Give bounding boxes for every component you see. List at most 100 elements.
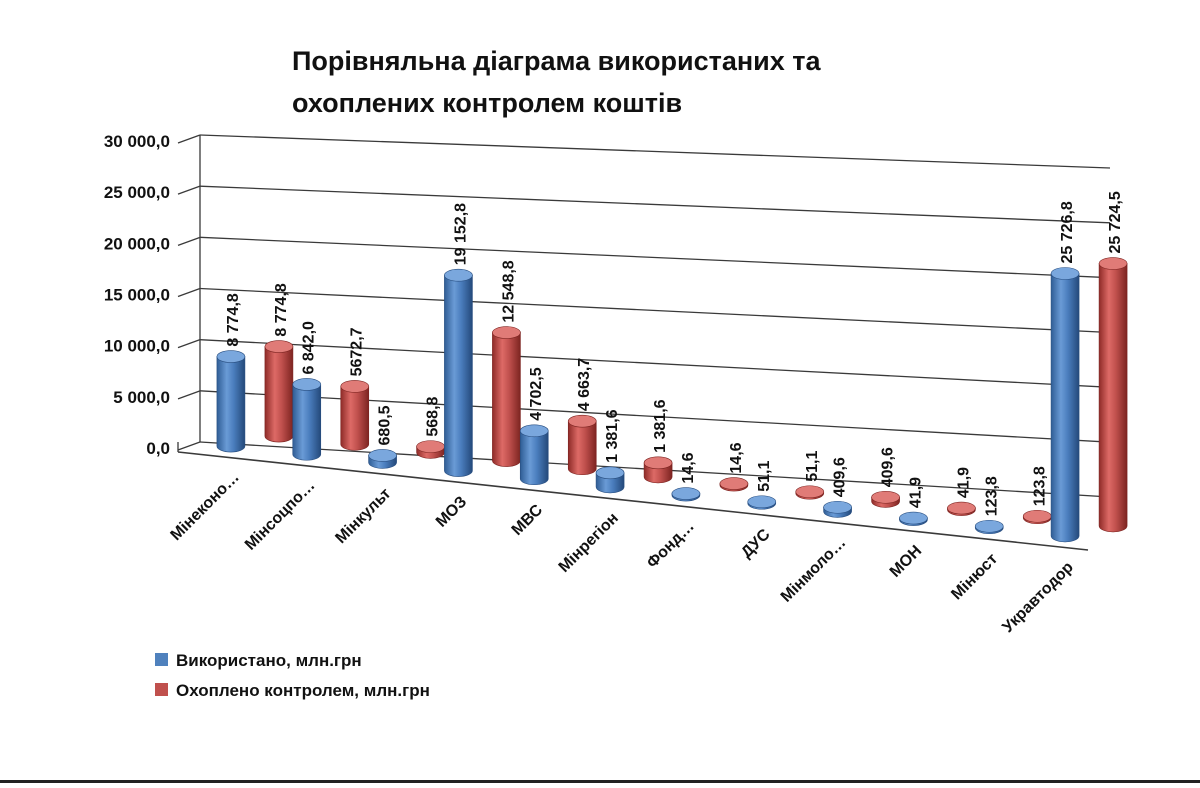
bar-controlled: 51,1	[795, 451, 825, 500]
x-category-label: Укравтодор	[999, 559, 1077, 637]
bar-top	[368, 449, 397, 462]
y-tick-label: 5 000,0	[113, 388, 170, 407]
bar-top	[1050, 267, 1080, 280]
data-label: 8 774,8	[225, 293, 242, 346]
bar-top	[643, 456, 673, 470]
data-label: 680,5	[377, 405, 394, 445]
legend-swatch-used	[155, 653, 168, 666]
bar-top	[292, 378, 322, 391]
y-tick-label: 30 000,0	[104, 132, 170, 151]
y-tick-label: 20 000,0	[104, 234, 170, 253]
bar-top	[492, 326, 521, 339]
x-category-label: ДУС	[738, 526, 774, 562]
bar-used: 51,1	[747, 461, 777, 510]
x-category-label: Мінрегіон	[556, 510, 622, 576]
bar-used: 14,6	[671, 452, 701, 502]
data-label: 51,1	[756, 461, 773, 492]
bar-top	[719, 477, 749, 490]
page-divider	[0, 780, 1200, 783]
bars: 8 774,8 8 774,8 6 842,0 5672,7 680,5 568,8 19 …	[216, 191, 1128, 543]
bar-top	[519, 424, 549, 438]
bar-top	[340, 380, 370, 393]
data-label: 409,6	[832, 457, 849, 497]
x-category-label: Мінкульт	[332, 485, 394, 547]
gridline-side	[177, 287, 201, 298]
chart-title: Порівняльна діаграма використаних та охо…	[292, 46, 822, 118]
data-label: 41,9	[907, 477, 924, 508]
bar-top	[1022, 509, 1052, 523]
gridline	[199, 185, 1111, 224]
bar-top	[264, 340, 294, 353]
x-category-label: Мінсоцпо…	[242, 477, 319, 554]
bar-body	[216, 356, 246, 453]
gridline-side	[177, 339, 201, 349]
gridline-side	[177, 185, 201, 195]
legend-swatch-controlled	[155, 683, 168, 696]
bar-controlled: 1 381,6	[643, 399, 673, 484]
gridline	[199, 287, 1111, 334]
data-label: 14,6	[680, 452, 697, 483]
bar-top	[747, 495, 777, 509]
x-category-label: Мінюст	[948, 550, 1001, 603]
bar-used: 8 774,8	[216, 293, 246, 453]
chart-title-line-2: охоплених контролем коштів	[292, 88, 682, 118]
y-tick-label: 10 000,0	[104, 337, 170, 356]
bar-used: 19 152,8	[444, 203, 473, 477]
gridline-side	[177, 134, 201, 144]
bar-body	[567, 420, 597, 476]
axes	[177, 135, 1089, 551]
bar-used: 409,6	[823, 457, 852, 518]
legend-label-controlled: Охоплено контролем, млн.грн	[176, 681, 430, 700]
bar-top	[871, 490, 900, 504]
bar-top	[595, 466, 625, 480]
bar-top	[444, 268, 473, 282]
data-label: 19 152,8	[452, 203, 469, 265]
x-axis-line	[177, 451, 1089, 551]
bar-top	[947, 501, 976, 515]
bar-body	[1050, 273, 1080, 543]
x-category-label: МОЗ	[433, 493, 470, 530]
data-label: 12 548,8	[500, 260, 517, 322]
data-label: 123,8	[1031, 466, 1048, 506]
y-tick-label: 0,0	[146, 439, 170, 458]
data-label: 41,9	[955, 467, 972, 498]
bar-body	[1098, 263, 1128, 533]
bar-controlled: 5672,7	[340, 327, 370, 451]
bar-top	[1098, 257, 1128, 270]
bar-controlled: 8 774,8	[264, 283, 294, 443]
bar-controlled: 123,8	[1022, 466, 1052, 525]
data-label: 8 774,8	[273, 283, 290, 336]
bar-controlled: 25 724,5	[1098, 191, 1128, 533]
bar-top	[567, 414, 597, 428]
data-label: 4 702,5	[528, 367, 545, 420]
bar-controlled: 4 663,7	[567, 358, 597, 476]
bar-body	[492, 332, 521, 467]
bar-body	[264, 346, 294, 443]
gridline-side	[177, 390, 201, 400]
data-label: 14,6	[728, 442, 745, 473]
x-axis-categories: Мінеконо… Мінсоцпо… Мінкульт МОЗ МВС Мінрегіо…	[168, 469, 1078, 636]
bar-top	[795, 485, 825, 499]
bar-controlled: 409,6	[871, 447, 900, 508]
data-label: 123,8	[983, 476, 1000, 516]
data-label: 1 381,6	[604, 409, 621, 462]
x-category-label: МОН	[887, 542, 925, 580]
bar-body	[340, 386, 370, 451]
data-label: 5672,7	[349, 327, 366, 376]
legend-label-used: Використано, млн.грн	[176, 651, 362, 670]
bar-used: 1 381,6	[595, 409, 625, 494]
bar-controlled: 568,8	[416, 396, 445, 459]
y-tick-label: 25 000,0	[104, 183, 170, 202]
bar-used: 680,5	[368, 405, 397, 469]
x-category-label: Фонд…	[644, 518, 698, 572]
data-label: 568,8	[425, 396, 442, 436]
bar-used: 41,9	[899, 477, 928, 526]
bar-top	[671, 487, 701, 500]
y-axis-ticks: 0,0 5 000,0 10 000,0 15 000,0 20 000,0 25 000…	[104, 132, 170, 458]
bar-body	[519, 430, 549, 486]
data-label: 1 381,6	[652, 399, 669, 452]
bar-controlled: 14,6	[719, 442, 749, 492]
x-category-label: МВС	[509, 501, 547, 539]
bar-top	[216, 350, 246, 363]
